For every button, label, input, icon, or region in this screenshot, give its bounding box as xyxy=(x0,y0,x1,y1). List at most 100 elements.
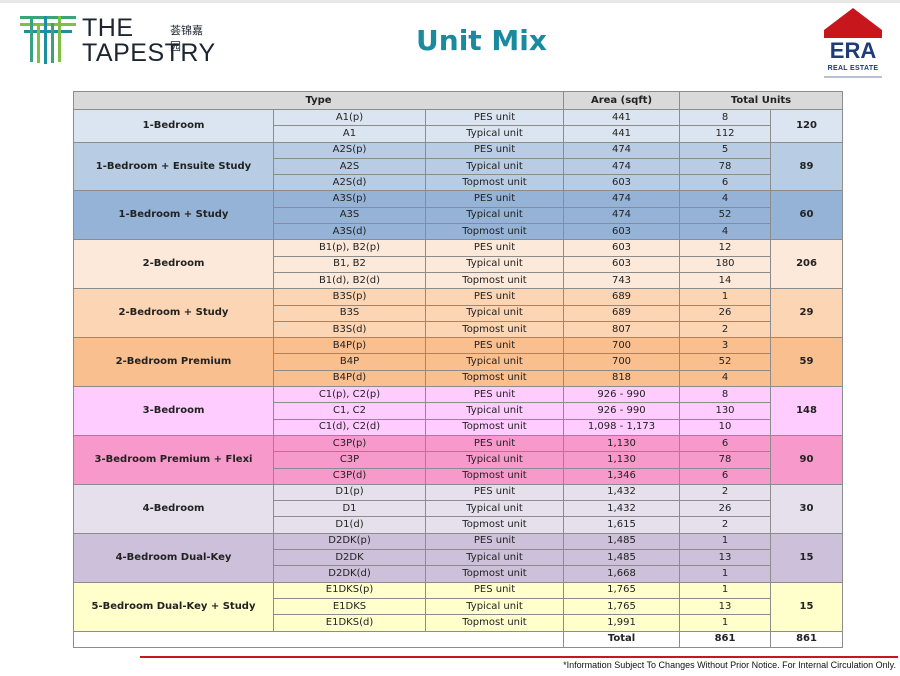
unit-kind-cell: PES unit xyxy=(425,434,564,453)
area-cell: 603 xyxy=(563,223,680,241)
units-cell: 14 xyxy=(679,271,771,290)
header-units: Total Units xyxy=(678,91,844,110)
unit-code-cell: B3S(p) xyxy=(273,288,426,306)
units-cell: 112 xyxy=(679,125,771,143)
table-row: 2-Bedroom B1(p), B2(p) PES unit 603 12 206 xyxy=(73,239,844,290)
unit-kind-cell: Typical unit xyxy=(425,451,564,469)
group-total-cell: 90 xyxy=(769,434,844,485)
unit-kind-cell: Typical unit xyxy=(425,304,564,322)
area-cell: 1,991 xyxy=(563,614,680,632)
area-cell: 1,432 xyxy=(563,500,680,518)
table-row: 4-Bedroom Dual-Key D2DK(p) PES unit 1,485 1 1… xyxy=(73,532,844,583)
area-cell: 603 xyxy=(563,255,680,273)
area-cell: 818 xyxy=(563,369,680,388)
table-row: 2-Bedroom Premium B4P(p) PES unit 700 3 59 xyxy=(73,337,844,388)
units-cell: 52 xyxy=(679,206,771,225)
header-area: Area (sqft) xyxy=(563,91,680,110)
unit-code-cell: C3P(d) xyxy=(273,467,426,485)
area-cell: 689 xyxy=(563,288,680,306)
area-cell: 603 xyxy=(563,239,680,257)
group-total-cell: 30 xyxy=(769,483,844,534)
tapestry-logo: THE TAPESTRY 荟锦嘉园 xyxy=(20,12,215,68)
unit-code-cell: D1(d) xyxy=(273,516,426,534)
units-cell: 8 xyxy=(679,108,771,127)
unit-code-cell: B3S(d) xyxy=(273,320,426,339)
unit-kind-cell: Typical unit xyxy=(425,597,564,616)
area-cell: 1,668 xyxy=(563,565,680,583)
group-total-cell: 15 xyxy=(769,581,844,632)
units-cell: 4 xyxy=(679,190,771,208)
unit-code-cell: A3S(p) xyxy=(273,190,426,208)
area-cell: 474 xyxy=(563,190,680,208)
area-cell: 700 xyxy=(563,337,680,355)
group-type-cell: 1-Bedroom xyxy=(73,109,274,143)
unit-code-cell: E1DKS(d) xyxy=(273,614,426,632)
unit-code-cell: B4P(p) xyxy=(273,337,426,355)
units-cell: 2 xyxy=(679,483,771,502)
unit-kind-cell: PES unit xyxy=(425,190,564,208)
group-total-cell: 206 xyxy=(769,239,844,290)
era-logo: ERA REAL ESTATE xyxy=(822,8,884,86)
unit-kind-cell: Topmost unit xyxy=(425,467,564,485)
table-row: 4-Bedroom D1(p) PES unit 1,432 2 30 xyxy=(73,483,844,534)
group-type-cell: 5-Bedroom Dual-Key + Study xyxy=(73,581,274,632)
unit-kind-cell: Topmost unit xyxy=(425,320,564,339)
table-row: 1-Bedroom + Ensuite Study A2S(p) PES unit 4… xyxy=(73,141,844,192)
unit-code-cell: A1 xyxy=(273,125,426,143)
units-cell: 180 xyxy=(679,255,771,273)
units-cell: 13 xyxy=(679,549,771,567)
header-type: Type xyxy=(73,91,564,110)
unit-code-cell: A2S(p) xyxy=(273,141,426,159)
area-cell: 474 xyxy=(563,206,680,225)
area-cell: 1,130 xyxy=(563,434,680,453)
units-cell: 8 xyxy=(679,386,771,404)
unit-code-cell: B3S xyxy=(273,304,426,322)
area-cell: 1,098 - 1,173 xyxy=(563,418,680,436)
brand-line1: THE xyxy=(82,14,134,42)
area-cell: 1,765 xyxy=(563,581,680,599)
top-border xyxy=(0,0,900,3)
unit-code-cell: B4P(d) xyxy=(273,369,426,388)
footer-divider xyxy=(140,656,898,658)
unit-kind-cell: Typical unit xyxy=(425,206,564,225)
table-row: 3-Bedroom C1(p), C2(p) PES unit 926 - 990 8 1… xyxy=(73,386,844,436)
unit-kind-cell: PES unit xyxy=(425,581,564,599)
units-cell: 1 xyxy=(679,532,771,551)
unit-kind-cell: Typical unit xyxy=(425,500,564,518)
table-row: 2-Bedroom + Study B3S(p) PES unit 689 1 29 xyxy=(73,288,844,339)
unit-code-cell: A2S(d) xyxy=(273,174,426,192)
area-cell: 807 xyxy=(563,320,680,339)
area-cell: 1,485 xyxy=(563,532,680,551)
unit-code-cell: A2S xyxy=(273,157,426,176)
unit-mix-table: Type Area (sqft) Total Units 1-Bedroom A1… xyxy=(73,91,844,648)
area-cell: 1,615 xyxy=(563,516,680,534)
brand-chinese: 荟锦嘉园 xyxy=(170,24,203,53)
units-cell: 6 xyxy=(679,434,771,453)
unit-code-cell: B1(d), B2(d) xyxy=(273,271,426,290)
units-cell: 1 xyxy=(679,565,771,583)
group-type-cell: 4-Bedroom Dual-Key xyxy=(73,532,274,583)
group-total-cell: 59 xyxy=(769,337,844,388)
total-label-cell: Total xyxy=(563,630,680,648)
unit-code-cell: C1(p), C2(p) xyxy=(273,386,426,404)
units-cell: 78 xyxy=(679,157,771,176)
area-cell: 700 xyxy=(563,353,680,371)
table-body: 1-Bedroom A1(p) PES unit 441 8 120 A1 Typical u… xyxy=(73,108,844,648)
group-type-cell: 1-Bedroom + Ensuite Study xyxy=(73,141,274,192)
group-total-cell: 29 xyxy=(769,288,844,339)
area-cell: 1,432 xyxy=(563,483,680,502)
units-cell: 6 xyxy=(679,467,771,485)
area-cell: 689 xyxy=(563,304,680,322)
unit-kind-cell: Typical unit xyxy=(425,125,564,143)
total-spacer-cell xyxy=(73,630,564,648)
unit-kind-cell: Typical unit xyxy=(425,549,564,567)
units-cell: 12 xyxy=(679,239,771,257)
area-cell: 1,346 xyxy=(563,467,680,485)
area-cell: 603 xyxy=(563,174,680,192)
era-tagline-bar xyxy=(824,76,882,78)
unit-kind-cell: PES unit xyxy=(425,386,564,404)
units-cell: 5 xyxy=(679,141,771,159)
table-row: E1DKS Typical unit 1,765 13 xyxy=(73,597,843,616)
units-cell: 4 xyxy=(679,369,771,388)
unit-kind-cell: Typical unit xyxy=(425,157,564,176)
